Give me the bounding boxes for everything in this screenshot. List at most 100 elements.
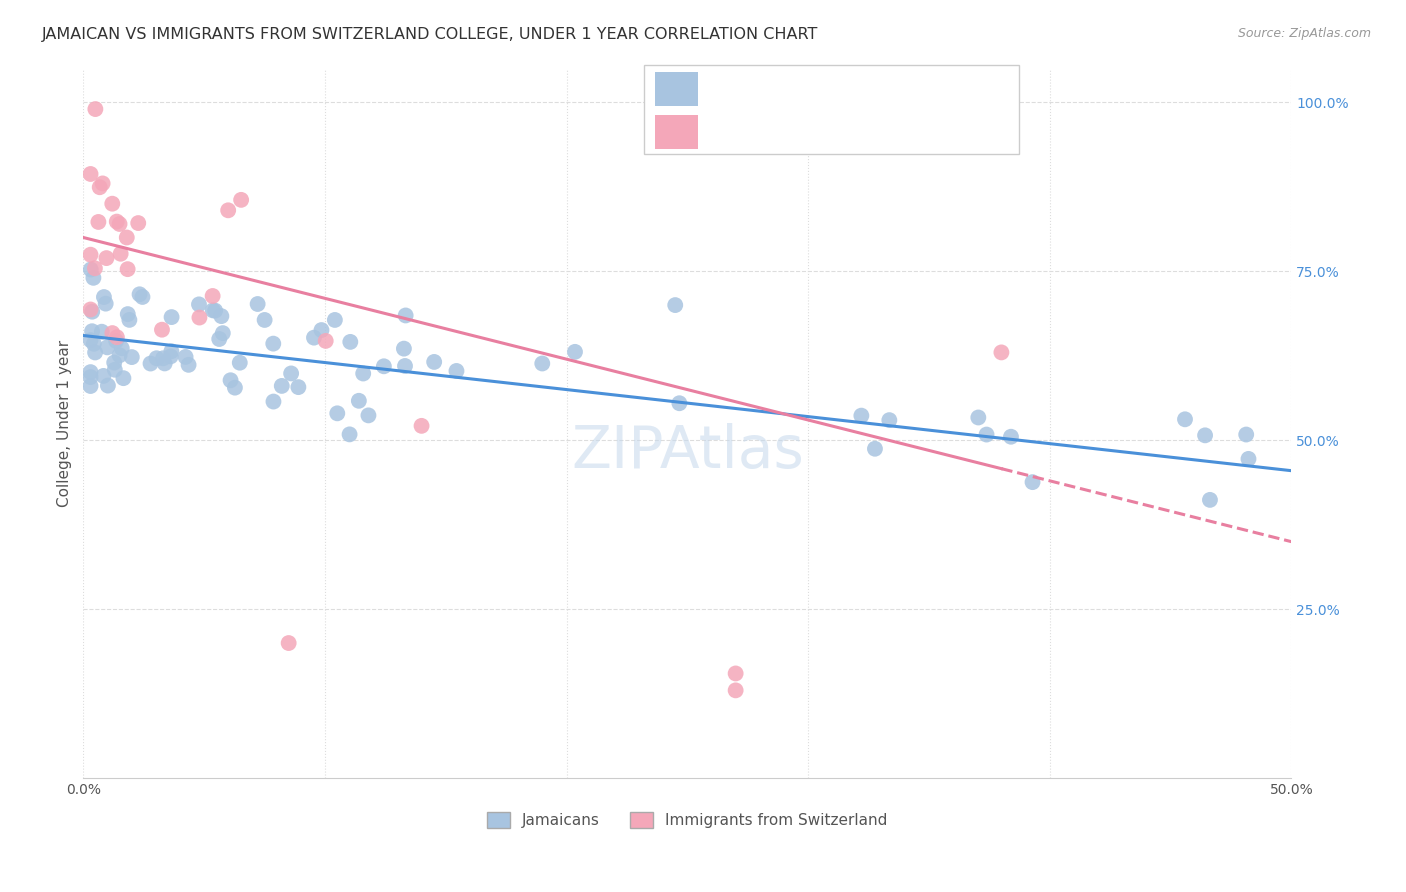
- Point: [79, 365, 101, 379]
- Point: [423, 355, 446, 369]
- Point: [201, 289, 224, 303]
- Point: [253, 313, 276, 327]
- Point: [262, 394, 284, 409]
- Point: [893, 102, 915, 116]
- Point: [103, 355, 125, 369]
- Point: [392, 342, 415, 356]
- Point: [280, 367, 302, 381]
- Point: [128, 287, 150, 301]
- Point: [1021, 475, 1043, 490]
- Point: [188, 310, 211, 325]
- Point: [967, 410, 990, 425]
- Text: ZIPAtlas: ZIPAtlas: [571, 424, 804, 480]
- Point: [352, 367, 374, 381]
- Point: [93, 368, 115, 383]
- Point: [82, 270, 104, 285]
- Point: [311, 323, 333, 337]
- Point: [150, 323, 173, 337]
- Point: [112, 371, 135, 385]
- Point: [127, 216, 149, 230]
- Point: [1174, 412, 1197, 426]
- Point: [208, 332, 231, 346]
- Point: [879, 413, 901, 427]
- Point: [105, 334, 128, 348]
- Point: [446, 364, 468, 378]
- Point: [97, 378, 120, 392]
- Point: [80, 324, 103, 338]
- Point: [87, 215, 110, 229]
- Point: [79, 333, 101, 347]
- Point: [121, 350, 143, 364]
- Point: [89, 180, 111, 194]
- Point: [115, 230, 138, 244]
- Point: [108, 217, 131, 231]
- Point: [96, 251, 118, 265]
- Point: [262, 336, 284, 351]
- Point: [79, 248, 101, 262]
- Point: [976, 427, 998, 442]
- Point: [1000, 430, 1022, 444]
- FancyBboxPatch shape: [644, 65, 1018, 154]
- Point: [231, 193, 253, 207]
- Point: [246, 297, 269, 311]
- Point: [302, 331, 325, 345]
- Point: [270, 379, 292, 393]
- Point: [79, 302, 101, 317]
- Point: [724, 683, 747, 698]
- Point: [211, 326, 233, 340]
- Point: [668, 396, 690, 410]
- Point: [724, 666, 747, 681]
- Point: [201, 303, 224, 318]
- Point: [80, 262, 103, 277]
- Point: [117, 307, 139, 321]
- Point: [990, 345, 1012, 359]
- FancyBboxPatch shape: [655, 115, 697, 149]
- Point: [160, 310, 183, 324]
- Point: [117, 262, 139, 277]
- Point: [664, 298, 686, 312]
- Point: [1234, 427, 1257, 442]
- Point: [110, 246, 132, 260]
- Point: [394, 359, 416, 373]
- Point: [373, 359, 395, 374]
- Point: [145, 351, 167, 366]
- Point: [83, 261, 105, 276]
- Point: [131, 290, 153, 304]
- Point: [83, 336, 105, 351]
- Y-axis label: College, Under 1 year: College, Under 1 year: [58, 340, 72, 507]
- Point: [174, 350, 197, 364]
- Point: [357, 409, 380, 423]
- Point: [1237, 451, 1260, 466]
- Point: [105, 214, 128, 228]
- Text: JAMAICAN VS IMMIGRANTS FROM SWITZERLAND COLLEGE, UNDER 1 YEAR CORRELATION CHART: JAMAICAN VS IMMIGRANTS FROM SWITZERLAND …: [42, 27, 818, 42]
- Point: [96, 340, 118, 354]
- Point: [339, 334, 361, 349]
- Point: [101, 326, 124, 340]
- Point: [217, 203, 239, 218]
- Point: [326, 406, 349, 420]
- Point: [84, 102, 107, 116]
- Point: [159, 350, 181, 364]
- Point: [118, 313, 141, 327]
- Point: [315, 334, 337, 348]
- Point: [339, 427, 361, 442]
- Point: [79, 370, 101, 384]
- Point: [111, 341, 134, 355]
- Point: [1199, 492, 1222, 507]
- Point: [79, 167, 101, 181]
- Text: R = -0.455   N = 83: R = -0.455 N = 83: [717, 79, 894, 97]
- Point: [1194, 428, 1216, 442]
- Point: [287, 380, 309, 394]
- Point: [152, 351, 174, 366]
- Point: [79, 379, 101, 393]
- Point: [105, 330, 128, 344]
- Point: [104, 363, 127, 377]
- Point: [82, 304, 104, 318]
- Point: [411, 418, 433, 433]
- Point: [395, 309, 418, 323]
- Point: [347, 393, 370, 408]
- Point: [531, 357, 554, 371]
- Point: [219, 373, 242, 387]
- Point: [90, 325, 112, 339]
- Point: [91, 177, 114, 191]
